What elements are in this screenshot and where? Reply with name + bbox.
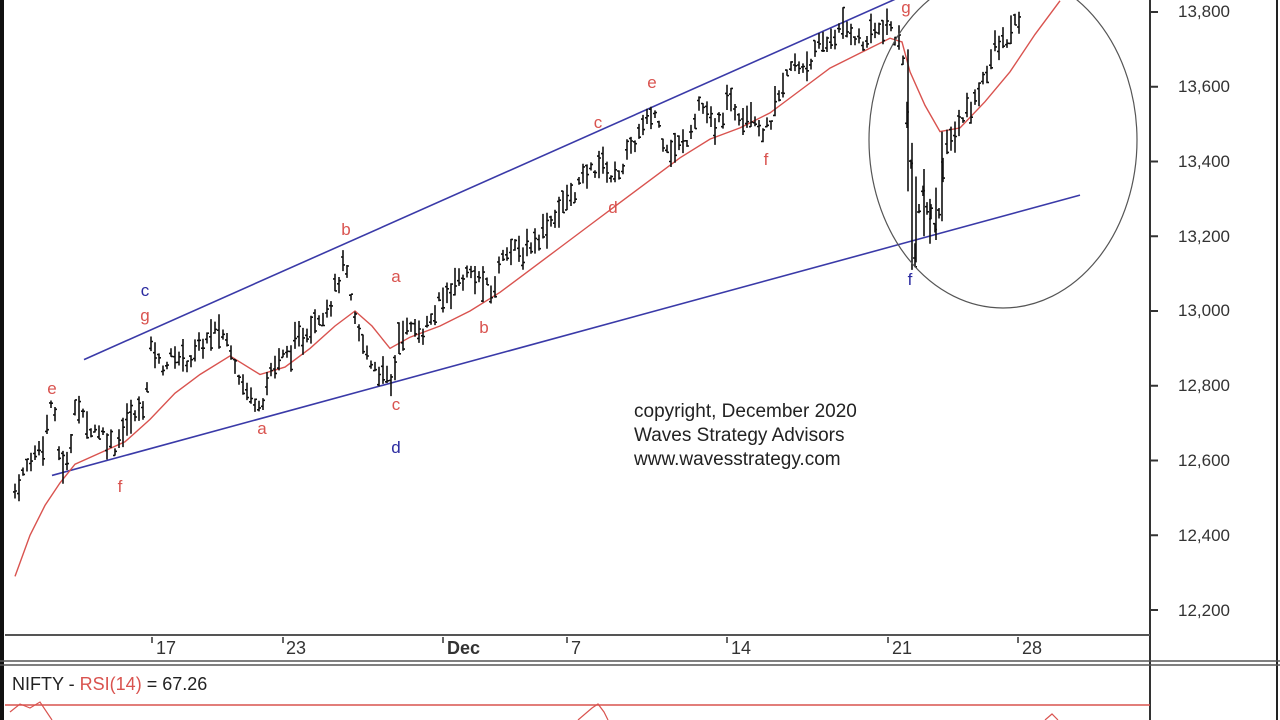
wave-label-c: c	[593, 113, 603, 132]
wave-label-b: b	[479, 318, 489, 337]
rsi-line-start	[9, 701, 53, 720]
wave-label-g: g	[140, 306, 150, 325]
wave-label-c: c	[391, 395, 401, 414]
wave-label-b: b	[341, 220, 351, 239]
x-label-7: 7	[571, 638, 582, 658]
y-label-13400: 13,400	[1178, 152, 1230, 171]
y-label-12800: 12,800	[1178, 376, 1230, 395]
wave-label-c: c	[140, 281, 150, 300]
y-axis-ticks	[1150, 11, 1158, 611]
trend-channel	[51, 0, 1081, 477]
website-line: www.wavesstrategy.com	[634, 449, 841, 470]
rsi-line-peak	[577, 703, 609, 720]
wave-label-d: d	[608, 198, 618, 217]
wave-label-f: f	[907, 270, 913, 289]
company-line: Waves Strategy Advisors	[634, 425, 845, 446]
ohlc-bars	[13, 6, 1021, 502]
wave-label-d: d	[391, 438, 401, 457]
y-label-13600: 13,600	[1178, 77, 1230, 96]
wave-label-e: e	[47, 379, 57, 398]
y-label-12600: 12,600	[1178, 451, 1230, 470]
x-label-dec: Dec	[447, 638, 481, 658]
y-label-12200: 12,200	[1178, 601, 1230, 620]
y-label-13200: 13,200	[1178, 227, 1230, 246]
copyright-line: copyright, December 2020	[634, 401, 857, 422]
x-label-28: 28	[1022, 638, 1043, 658]
left-border	[0, 0, 4, 720]
copyright-annotation: copyright, December 2020 Waves Strategy …	[634, 400, 857, 472]
wave-label-f: f	[117, 477, 123, 496]
lower-channel-line	[51, 194, 1081, 477]
y-label-13000: 13,000	[1178, 301, 1230, 320]
wave-label-a: a	[391, 267, 401, 286]
rsi-indicator-name: RSI(14)	[79, 674, 142, 694]
wave-label-a: a	[257, 419, 267, 438]
highlight-ellipse	[868, 0, 1138, 309]
y-label-12400: 12,400	[1178, 526, 1230, 545]
rsi-instrument: NIFTY -	[12, 674, 80, 694]
rsi-line-end	[1044, 713, 1059, 720]
wave-label-g: g	[901, 0, 911, 17]
wave-label-f: f	[763, 150, 769, 169]
wave-label-e: e	[647, 73, 657, 92]
highlight-ellipse-shape	[868, 0, 1138, 309]
rsi-line	[9, 701, 1059, 720]
moving-average-path	[14, 0, 1061, 577]
x-axis-ticks	[151, 637, 1019, 643]
x-label-21: 21	[892, 638, 913, 658]
upper-channel-line	[83, 0, 896, 361]
price-bars-path	[13, 6, 1021, 502]
rsi-panel-title: NIFTY - RSI(14) = 67.26	[12, 674, 207, 695]
moving-average-line	[14, 0, 1061, 577]
y-label-13800: 13,800	[1178, 2, 1230, 21]
x-label-14: 14	[731, 638, 752, 658]
x-label-23: 23	[286, 638, 307, 658]
x-label-17: 17	[156, 638, 177, 658]
rsi-value: = 67.26	[141, 674, 208, 694]
